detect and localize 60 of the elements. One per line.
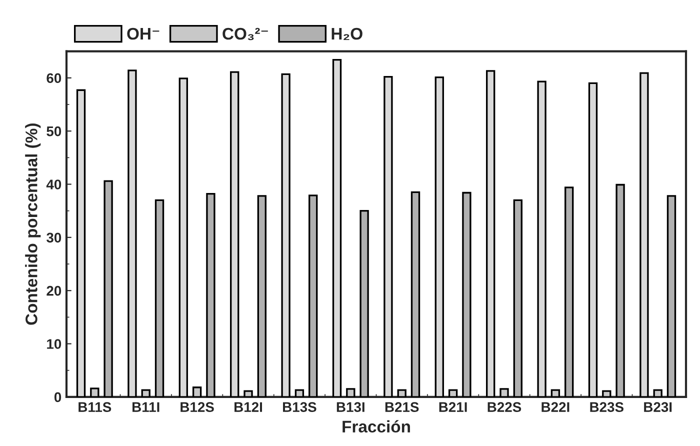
bar xyxy=(244,390,253,397)
y-tick-label: 0 xyxy=(54,392,62,402)
bar xyxy=(76,89,86,397)
x-tick-label: B22I xyxy=(542,402,570,412)
bar xyxy=(206,192,216,397)
bar xyxy=(128,70,137,397)
x-tick-label: B11I xyxy=(132,402,160,412)
x-tick-label: B21S xyxy=(385,402,419,412)
bar xyxy=(257,195,266,397)
x-tick-label: B11S xyxy=(78,402,112,412)
legend-label: CO₃²⁻ xyxy=(222,28,268,40)
bar xyxy=(500,388,509,397)
y-tick-label: 60 xyxy=(46,73,62,84)
bar xyxy=(513,199,522,397)
bar xyxy=(308,194,318,397)
y-tick-label: 40 xyxy=(46,180,62,190)
y-axis-title: Contenido porcentual (%) xyxy=(25,124,41,325)
y-tick-label: 50 xyxy=(46,126,62,136)
y-tick-label: 30 xyxy=(46,232,62,243)
legend-label: OH⁻ xyxy=(127,28,160,40)
bar xyxy=(640,72,649,397)
bar xyxy=(281,73,290,397)
x-tick-label: B22S xyxy=(488,402,522,412)
bar xyxy=(550,389,560,397)
x-tick-label: B13S xyxy=(283,402,316,412)
bar xyxy=(192,386,202,397)
x-tick-label: B21I xyxy=(439,402,467,412)
bar xyxy=(537,80,546,397)
bar xyxy=(346,388,356,397)
bar xyxy=(486,70,496,397)
bar xyxy=(588,82,598,397)
bar xyxy=(616,184,625,397)
bar xyxy=(434,76,444,397)
bar xyxy=(332,58,342,397)
bar xyxy=(410,191,420,397)
bar xyxy=(154,199,164,397)
bar xyxy=(104,180,113,397)
bar xyxy=(564,186,574,397)
x-tick-label: B13I xyxy=(336,402,364,412)
bar xyxy=(141,389,150,397)
y-tick-label: 20 xyxy=(46,286,62,296)
bar xyxy=(666,195,676,397)
bar xyxy=(360,210,369,397)
legend-label: H₂O xyxy=(332,28,362,40)
x-tick-label: B12I xyxy=(234,402,262,412)
bar xyxy=(448,389,458,397)
bar xyxy=(384,76,393,397)
x-tick-label: B23S xyxy=(590,402,624,412)
bar xyxy=(178,78,188,397)
bar xyxy=(230,71,240,397)
bar xyxy=(294,389,304,397)
x-tick-label: B23I xyxy=(644,402,672,412)
bar xyxy=(653,389,662,397)
bar xyxy=(90,388,100,397)
bar xyxy=(602,390,612,397)
x-axis-title: Fracción xyxy=(342,420,410,433)
bar xyxy=(462,192,472,397)
x-tick-label: B12S xyxy=(180,402,214,412)
bar xyxy=(397,389,406,397)
y-tick-label: 10 xyxy=(47,339,62,349)
